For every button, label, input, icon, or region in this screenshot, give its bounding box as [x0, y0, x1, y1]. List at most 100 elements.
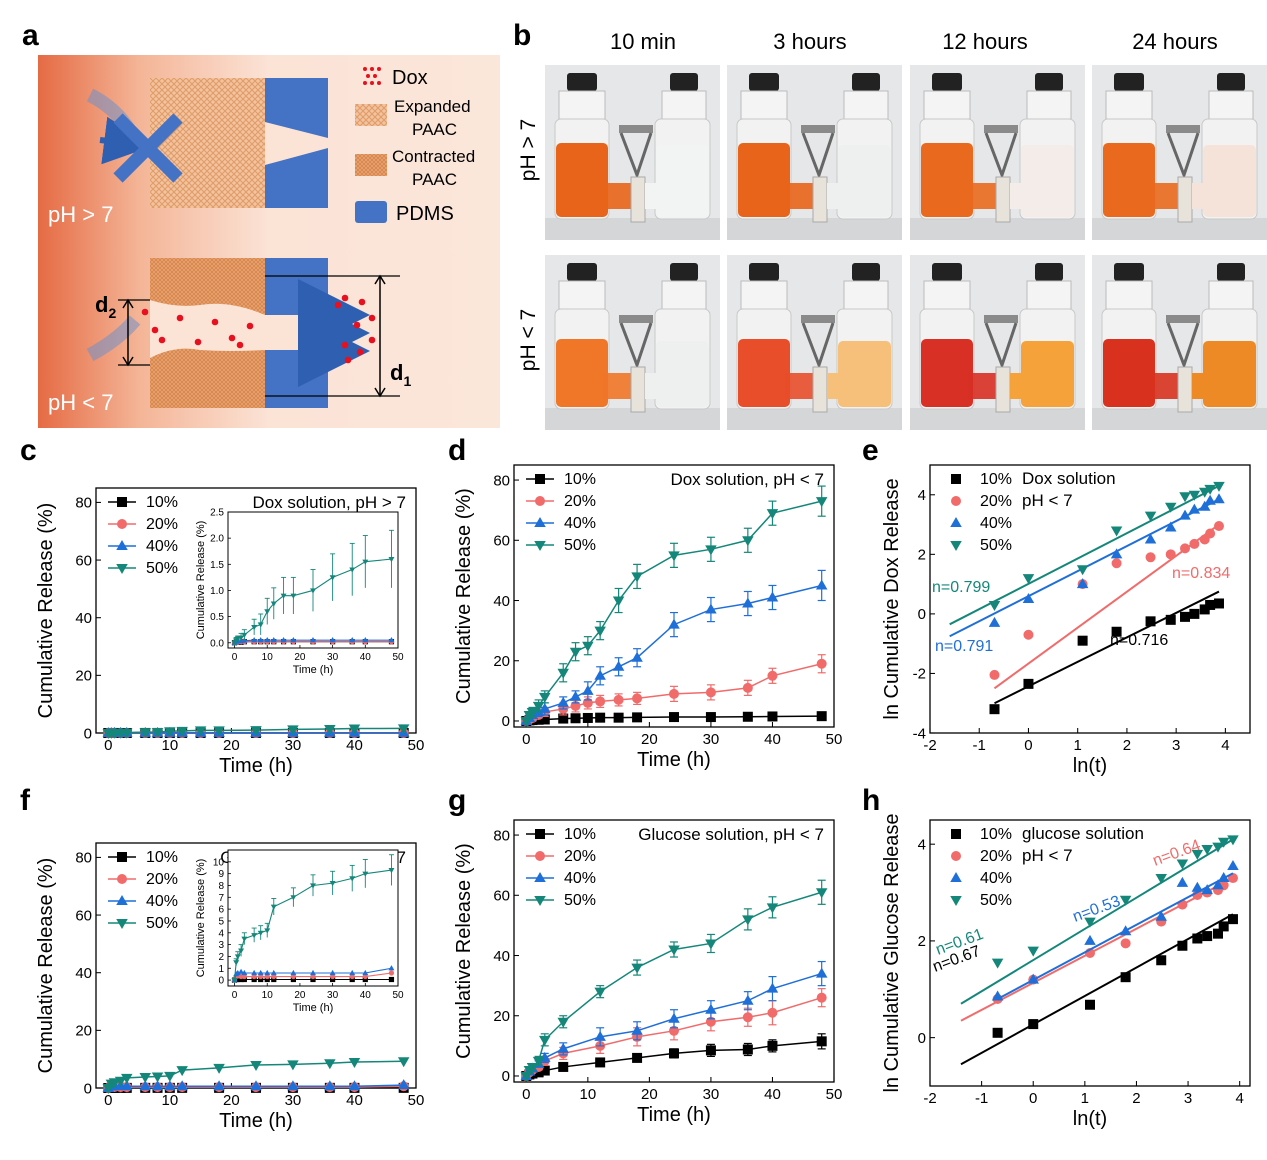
right-vial-liquid [656, 145, 709, 217]
right-vial-liquid [1203, 145, 1256, 217]
data-point [992, 959, 1004, 969]
legend-label: 20% [980, 848, 1012, 865]
dox-particle [177, 315, 184, 322]
data-point [152, 1072, 164, 1082]
x-tick-label: 20 [641, 731, 658, 748]
y-tick-label: 6 [218, 905, 224, 916]
x-tick-label: 10 [162, 1092, 179, 1109]
x-tick-label: 0 [104, 737, 112, 754]
dox-particle [357, 349, 364, 356]
data-point [1202, 931, 1212, 941]
y-tick-label: 1.5 [210, 560, 224, 571]
dox-particle [229, 335, 236, 342]
data-point [570, 691, 582, 701]
y-axis-label: ln Cumulative Dox Release [881, 478, 903, 719]
legend-marker [951, 496, 961, 506]
data-point [742, 995, 754, 1005]
y-tick-label: 0 [218, 976, 224, 987]
y-tick-label: 2 [918, 933, 926, 950]
legend-contracted-swatch [355, 154, 387, 176]
time-label-10min: 10 min [610, 29, 676, 54]
panel-label-d: d [448, 434, 466, 467]
y-tick-label: 4 [918, 836, 926, 853]
x-tick-label: 50 [392, 652, 404, 663]
x-tick-label: -2 [923, 1090, 936, 1107]
left-vial-collar [924, 281, 970, 309]
inset-background [228, 850, 398, 986]
data-point [669, 712, 679, 722]
data-point [1213, 493, 1225, 503]
panel-label-e: e [862, 434, 879, 467]
data-point [176, 1066, 188, 1076]
data-point [706, 687, 716, 697]
panel-label-f: f [20, 784, 31, 817]
data-point [1146, 616, 1156, 626]
data-point [631, 964, 643, 974]
y-tick-label: 9 [218, 869, 224, 880]
series-10pct [989, 592, 1223, 715]
x-tick-label: 40 [346, 737, 363, 754]
x-tick-label: -1 [973, 737, 986, 754]
legend-expanded-swatch [355, 104, 387, 126]
y-axis-label: Cumulative Release (%) [195, 859, 207, 978]
right-vial-collar [844, 281, 888, 309]
y-tick-label: 40 [493, 948, 510, 965]
clamp-top [619, 125, 653, 133]
right-vial-collar [844, 91, 888, 119]
photo-0-1 [727, 65, 902, 240]
right-vial-liquid [656, 341, 709, 407]
legend-marker [950, 872, 962, 882]
legend-marker [535, 496, 545, 506]
data-point [989, 617, 1001, 627]
y-tick-label: 60 [493, 533, 510, 550]
data-point [1078, 636, 1088, 646]
left-neck-liquid [968, 183, 998, 209]
left-vial-cap [932, 263, 962, 281]
data-point [743, 683, 753, 693]
right-vial-cap [670, 263, 698, 281]
x-axis-label: Time (h) [293, 664, 334, 676]
left-vial-liquid [921, 143, 973, 217]
data-point [1084, 935, 1096, 945]
y-tick-label: -4 [913, 725, 926, 742]
clamp-top [984, 125, 1018, 133]
x-tick-label: 3 [1184, 1090, 1192, 1107]
data-point [614, 713, 624, 723]
data-point [1214, 598, 1224, 608]
data-point [706, 712, 716, 722]
x-axis-label: ln(t) [1073, 1108, 1107, 1130]
data-point [743, 1012, 753, 1022]
left-vial-collar [1106, 281, 1152, 309]
clamp-top [801, 315, 835, 323]
left-neck-liquid [603, 373, 633, 399]
data-point [1192, 933, 1202, 943]
photo-0-0 [545, 65, 720, 240]
data-point [817, 1036, 827, 1046]
data-point [595, 1057, 605, 1067]
y-tick-label: 0.5 [210, 612, 224, 623]
left-vial-cap [749, 263, 779, 281]
legend-marker [116, 895, 128, 905]
dox-particle [152, 327, 159, 334]
legend-marker [534, 896, 546, 906]
data-point [1028, 1019, 1038, 1029]
y-tick-label: 3 [218, 940, 224, 951]
x-tick-label: 0 [104, 1092, 112, 1109]
data-point [1145, 512, 1157, 522]
left-vial-liquid [738, 339, 790, 407]
legend-marker [950, 517, 962, 527]
y-tick-label: 0 [918, 1030, 926, 1047]
left-neck-liquid [1150, 183, 1180, 209]
clamp-top [1166, 315, 1200, 323]
data-point [669, 1048, 679, 1058]
right-neck-liquid [1192, 183, 1206, 209]
legend-marker [950, 541, 962, 551]
x-tick-label: 40 [764, 731, 781, 748]
data-point [1227, 860, 1239, 870]
photo-0-2 [910, 65, 1085, 240]
legend-label: 40% [980, 870, 1012, 887]
legend-marker [117, 519, 127, 529]
